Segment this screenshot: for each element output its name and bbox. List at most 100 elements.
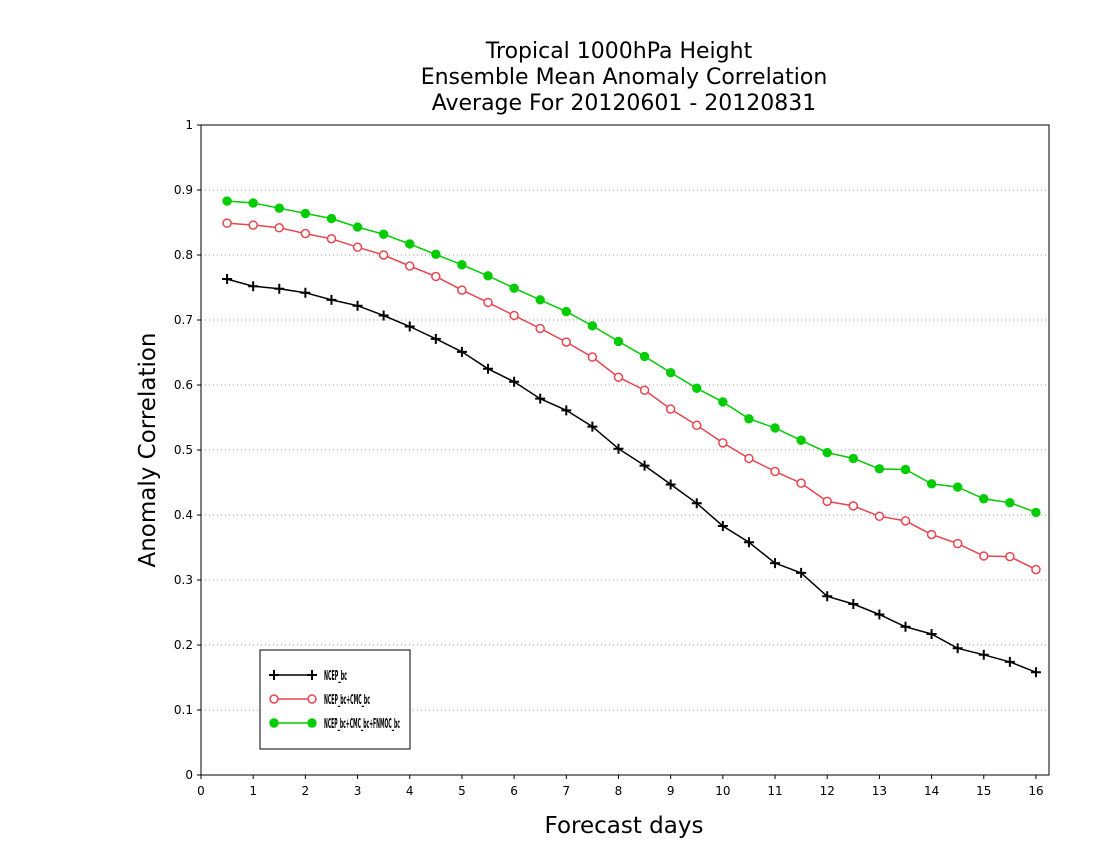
y-tick-label: 0.3	[174, 573, 193, 587]
data-point	[274, 283, 285, 294]
data-point	[822, 447, 832, 458]
chart-title-line-3: Average For 20120601 - 20120831	[432, 91, 817, 116]
data-point	[952, 482, 963, 492]
data-point	[874, 609, 885, 620]
legend-marker	[307, 670, 317, 680]
data-point	[326, 213, 337, 224]
x-tick-label: 13	[872, 784, 887, 798]
x-axis-label: Forecast days	[545, 813, 704, 839]
y-tick-label: 0.6	[174, 378, 193, 392]
data-point	[222, 218, 232, 228]
y-tick-label: 0.1	[174, 703, 193, 717]
data-point	[457, 285, 467, 295]
data-point	[900, 621, 911, 632]
y-tick-label: 0.7	[174, 313, 193, 327]
x-tick-label: 1	[249, 784, 257, 798]
y-tick-label: 1	[185, 118, 193, 132]
data-point	[456, 346, 467, 357]
data-point	[770, 423, 780, 433]
data-point	[692, 383, 702, 393]
data-point	[848, 453, 859, 464]
series-1	[222, 218, 1041, 575]
data-point	[692, 420, 702, 431]
data-point	[979, 494, 989, 504]
y-tick-label: 0	[185, 768, 193, 782]
x-axis: 0 1 2 3 4 5 6 7 8 9 10 11 12 13 14 15 16	[197, 775, 1044, 798]
series-line	[227, 200, 1037, 514]
data-point	[378, 229, 389, 239]
x-tick-label: 4	[406, 784, 414, 798]
data-point	[274, 222, 285, 233]
data-point	[874, 464, 885, 474]
data-point	[1031, 507, 1041, 518]
data-point	[404, 321, 415, 332]
data-point	[978, 649, 989, 660]
series-line	[227, 222, 1037, 571]
legend-label: NCEP_bc+CMC_bc+FNMOC_bc	[324, 717, 400, 732]
data-point	[561, 306, 571, 317]
data-point	[535, 323, 545, 334]
chart-title: Tropical 1000hPa Height Ensemble Mean An…	[421, 39, 828, 116]
data-point	[483, 363, 494, 374]
data-point	[1004, 656, 1015, 667]
data-point	[431, 271, 441, 282]
chart-title-line-2: Ensemble Mean Anomaly Correlation	[421, 65, 828, 90]
data-point	[848, 599, 859, 610]
x-tick-label: 6	[510, 784, 518, 798]
data-point	[483, 271, 493, 281]
data-point	[222, 196, 232, 206]
data-point	[509, 376, 520, 387]
data-point	[1005, 497, 1015, 508]
data-point	[665, 404, 676, 414]
data-point	[509, 310, 519, 321]
x-tick-label: 14	[924, 784, 939, 798]
y-tick-label: 0.4	[174, 508, 193, 522]
data-point	[300, 228, 311, 239]
data-point	[796, 478, 806, 488]
y-axis: 0 0.1 0.2 0.3 0.4 0.5 0.6 0.7 0.8 0.9 1	[174, 118, 201, 782]
data-point	[822, 591, 833, 602]
data-point	[509, 283, 519, 293]
data-point	[352, 222, 363, 232]
x-tick-label: 5	[458, 784, 466, 798]
data-point	[378, 310, 389, 321]
data-point	[274, 203, 284, 213]
x-tick-label: 12	[820, 784, 835, 798]
data-point	[352, 300, 363, 311]
legend: NCEP_bc NCEP_bc+CMC_bc NCEP_bc+CMC_bc+FNMO…	[259, 649, 411, 750]
x-tick-label: 10	[715, 784, 730, 798]
data-point	[613, 372, 624, 382]
data-point	[770, 466, 780, 477]
data-point	[430, 333, 441, 344]
data-point	[1031, 564, 1041, 575]
data-point	[326, 294, 337, 305]
y-tick-label: 0.9	[174, 183, 193, 197]
data-point	[796, 567, 807, 578]
legend-marker	[269, 670, 279, 680]
data-point	[665, 479, 676, 490]
data-point	[587, 321, 598, 331]
data-point	[874, 511, 885, 522]
x-tick-label: 3	[354, 784, 362, 798]
data-point	[613, 443, 624, 454]
x-tick-label: 7	[562, 784, 570, 798]
data-point	[952, 643, 963, 654]
x-tick-label: 11	[767, 784, 782, 798]
series-0	[222, 274, 1041, 678]
data-point	[926, 628, 937, 639]
data-point	[639, 385, 650, 395]
x-tick-label: 2	[302, 784, 310, 798]
data-point	[718, 438, 728, 448]
series-layer	[222, 196, 1041, 678]
data-point	[248, 281, 259, 292]
data-point	[405, 239, 415, 249]
legend-label: NCEP_bc+CMC_bc	[324, 693, 370, 708]
data-point	[1030, 667, 1041, 678]
chart-title-line-1: Tropical 1000hPa Height	[485, 39, 753, 64]
series-line	[226, 278, 1037, 673]
data-point	[613, 336, 624, 347]
y-axis-label: Anomaly Correlation	[135, 332, 161, 567]
data-point	[352, 242, 363, 252]
data-point	[326, 234, 337, 244]
